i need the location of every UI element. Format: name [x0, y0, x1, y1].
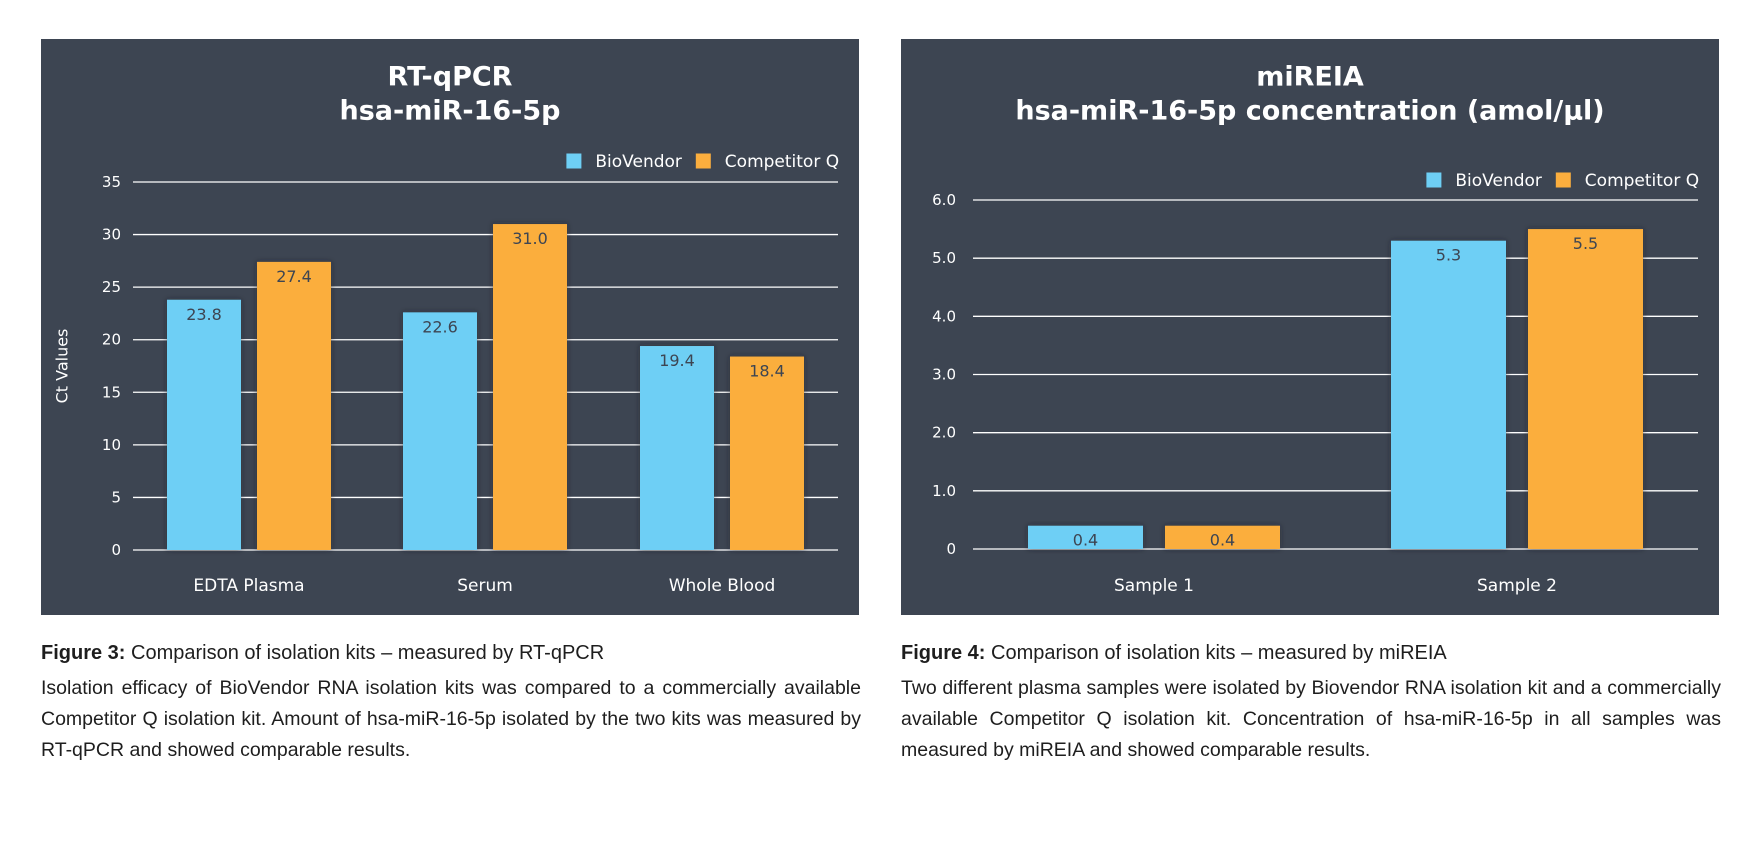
- y-tick-label: 15: [102, 383, 121, 401]
- y-tick-label: 0: [111, 541, 121, 559]
- y-axis-title: Ct Values: [53, 329, 72, 404]
- y-tick-label: 0: [946, 540, 956, 558]
- y-tick-label: 2.0: [932, 424, 956, 442]
- figure-4-description: Two different plasma samples were isolat…: [901, 677, 1721, 761]
- figure-3-label: Figure 3:: [41, 642, 126, 664]
- chart-title-line-1: miREIA: [1256, 62, 1364, 93]
- bar-value-label: 27.4: [276, 267, 312, 286]
- bar-competitor-q-whole-blood: [730, 356, 804, 550]
- figure-3-caption: Figure 3: Comparison of isolation kits –…: [41, 638, 861, 766]
- figure-3-heading: Figure 3: Comparison of isolation kits –…: [41, 638, 861, 668]
- y-tick-label: 4.0: [932, 307, 956, 325]
- chart-title-line-1: RT-qPCR: [388, 62, 513, 93]
- legend-swatch-competitor-q: [695, 153, 711, 169]
- legend-label-competitor-q: Competitor Q: [725, 152, 839, 172]
- x-category-label: Whole Blood: [669, 576, 776, 596]
- y-tick-label: 1.0: [932, 482, 956, 500]
- bar-value-label: 31.0: [512, 229, 548, 248]
- y-tick-label: 5.0: [932, 249, 956, 267]
- y-tick-label: 3.0: [932, 366, 956, 384]
- y-tick-label: 5: [111, 488, 121, 506]
- y-tick-label: 10: [102, 436, 121, 454]
- x-category-label: Sample 2: [1477, 576, 1557, 596]
- bar-biovendor-whole-blood: [640, 346, 714, 550]
- bar-competitor-q-sample-2: [1528, 229, 1643, 550]
- x-category-label: Sample 1: [1114, 576, 1194, 596]
- chart-title-line-2: hsa-miR-16-5p: [340, 96, 561, 127]
- x-category-label: EDTA Plasma: [193, 576, 304, 596]
- figure-3-description: Isolation efficacy of BioVendor RNA isol…: [41, 677, 861, 761]
- figure-4-heading: Figure 4: Comparison of isolation kits –…: [901, 638, 1721, 668]
- bar-competitor-q-edta-plasma: [257, 261, 331, 550]
- bar-value-label: 22.6: [422, 317, 458, 336]
- figure-4-label: Figure 4:: [901, 642, 986, 664]
- legend-swatch-biovendor: [566, 153, 582, 169]
- y-tick-label: 35: [102, 173, 121, 191]
- bar-competitor-q-serum: [493, 224, 567, 551]
- mireia-chart-panel: miREIA hsa-miR-16-5p concentration (amol/…: [901, 39, 1719, 615]
- chart-title-line-2: hsa-miR-16-5p concentration (amol/µl): [1015, 96, 1604, 127]
- figure-4-caption: Figure 4: Comparison of isolation kits –…: [901, 638, 1721, 766]
- bar-value-label: 19.4: [659, 351, 695, 370]
- legend-swatch-competitor-q: [1555, 172, 1571, 188]
- legend-label-biovendor: BioVendor: [595, 152, 682, 172]
- figure-3-title: Comparison of isolation kits – measured …: [125, 642, 605, 664]
- legend-swatch-biovendor: [1426, 172, 1442, 188]
- figure-4-title: Comparison of isolation kits – measured …: [985, 642, 1447, 664]
- legend-label-biovendor: BioVendor: [1455, 171, 1542, 191]
- x-category-label: Serum: [457, 576, 513, 596]
- y-tick-label: 20: [102, 331, 121, 349]
- bar-value-label: 18.4: [749, 362, 785, 381]
- y-tick-label: 25: [102, 278, 121, 296]
- bar-biovendor-sample-2: [1391, 240, 1506, 549]
- y-tick-label: 30: [102, 226, 121, 244]
- bar-biovendor-serum: [403, 312, 477, 550]
- bar-value-label: 5.3: [1436, 246, 1461, 265]
- bar-value-label: 23.8: [186, 305, 222, 324]
- y-tick-label: 6.0: [932, 191, 956, 209]
- legend-label-competitor-q: Competitor Q: [1585, 171, 1699, 191]
- bar-biovendor-edta-plasma: [167, 299, 241, 550]
- bar-value-label: 0.4: [1073, 531, 1098, 550]
- bar-value-label: 0.4: [1210, 531, 1235, 550]
- bar-competitor-q-sample-1: [1165, 525, 1280, 549]
- rt-qpcr-chart-panel: RT-qPCR hsa-miR-16-5p 0 5 10 15 20 25 30 35 Ct Val…: [41, 39, 859, 615]
- bar-value-label: 5.5: [1573, 234, 1598, 253]
- bar-biovendor-sample-1: [1028, 525, 1143, 549]
